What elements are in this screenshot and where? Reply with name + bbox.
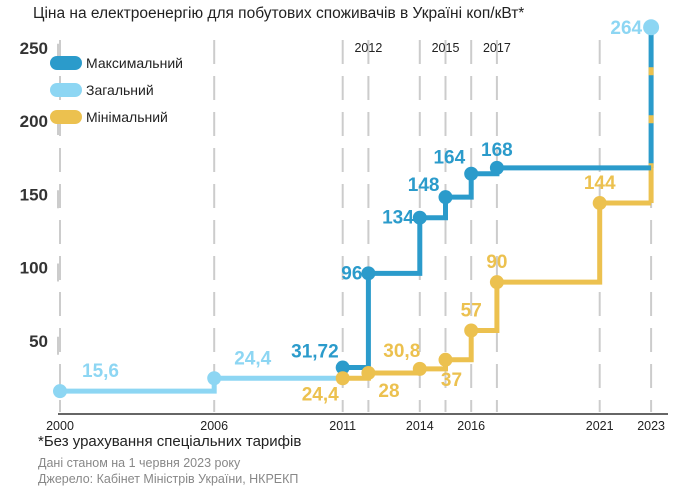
y-tick-label: 100 (20, 259, 48, 278)
data-label: 144 (584, 173, 616, 194)
x-tick-label: 2014 (406, 419, 434, 433)
x-tick-label: 2016 (457, 419, 485, 433)
legend-label-min: Мінімальний (86, 109, 168, 125)
data-point (489, 275, 504, 290)
data-point (53, 384, 67, 399)
data-point (592, 196, 607, 211)
data-point (438, 190, 453, 205)
data-label: 30,8 (383, 341, 420, 362)
legend-item-min: Мінімальний (50, 109, 168, 125)
data-point (438, 352, 453, 367)
x-tick-label-top: 2015 (432, 41, 460, 55)
data-point (361, 365, 376, 380)
data-label: 148 (408, 175, 440, 196)
legend-label-general: Загальний (86, 82, 154, 98)
legend-item-max: Максимальний (50, 55, 183, 71)
data-label: 168 (481, 140, 513, 161)
data-label: 15,6 (82, 361, 119, 382)
y-tick-label: 50 (29, 332, 48, 351)
data-label-final: 264 (610, 18, 642, 39)
data-label: 37 (441, 370, 462, 391)
data-label: 90 (486, 252, 507, 273)
data-label: 31,72 (291, 342, 339, 363)
data-label: 24,4 (234, 348, 271, 369)
data-point (412, 361, 427, 376)
data-label: 57 (461, 300, 482, 321)
data-point (207, 371, 222, 386)
data-point (335, 360, 350, 375)
y-tick-label: 250 (20, 39, 48, 58)
date-note: Дані станом на 1 червня 2023 року (38, 456, 241, 470)
data-label: 96 (341, 263, 362, 284)
x-tick-label: 2021 (586, 419, 614, 433)
series-line-Мінімальний (342, 200, 652, 381)
x-tick-label-top: 2012 (354, 41, 382, 55)
chart-title: Ціна на електроенергію для побутових спо… (33, 5, 525, 22)
data-label: 164 (433, 148, 465, 169)
data-point (335, 371, 350, 386)
source-note: Джерело: Кабінет Міністрів України, НКРЕ… (38, 472, 299, 486)
legend-swatch-min (50, 110, 82, 124)
data-point (361, 266, 376, 281)
legend-swatch-max (50, 56, 82, 70)
x-tick-label: 2000 (46, 419, 74, 433)
data-label: 28 (378, 381, 399, 402)
legend-label-max: Максимальний (86, 55, 183, 71)
y-tick-label: 200 (20, 112, 48, 131)
x-tick-label: 2011 (329, 419, 356, 433)
data-label: 24,4 (302, 384, 339, 405)
x-tick-label: 2006 (200, 419, 228, 433)
data-label: 134 (382, 208, 414, 229)
y-tick-label: 150 (20, 185, 48, 204)
x-tick-label: 2023 (637, 419, 665, 433)
legend-item-general: Загальний (50, 82, 154, 98)
data-point (489, 160, 504, 175)
data-point-final (643, 19, 660, 36)
data-point (412, 210, 427, 225)
x-tick-label-top: 2017 (483, 41, 511, 55)
data-point (464, 323, 479, 338)
legend-swatch-general (50, 83, 82, 97)
footnote: *Без урахування спеціальних тарифів (38, 433, 302, 450)
data-point (464, 166, 479, 181)
